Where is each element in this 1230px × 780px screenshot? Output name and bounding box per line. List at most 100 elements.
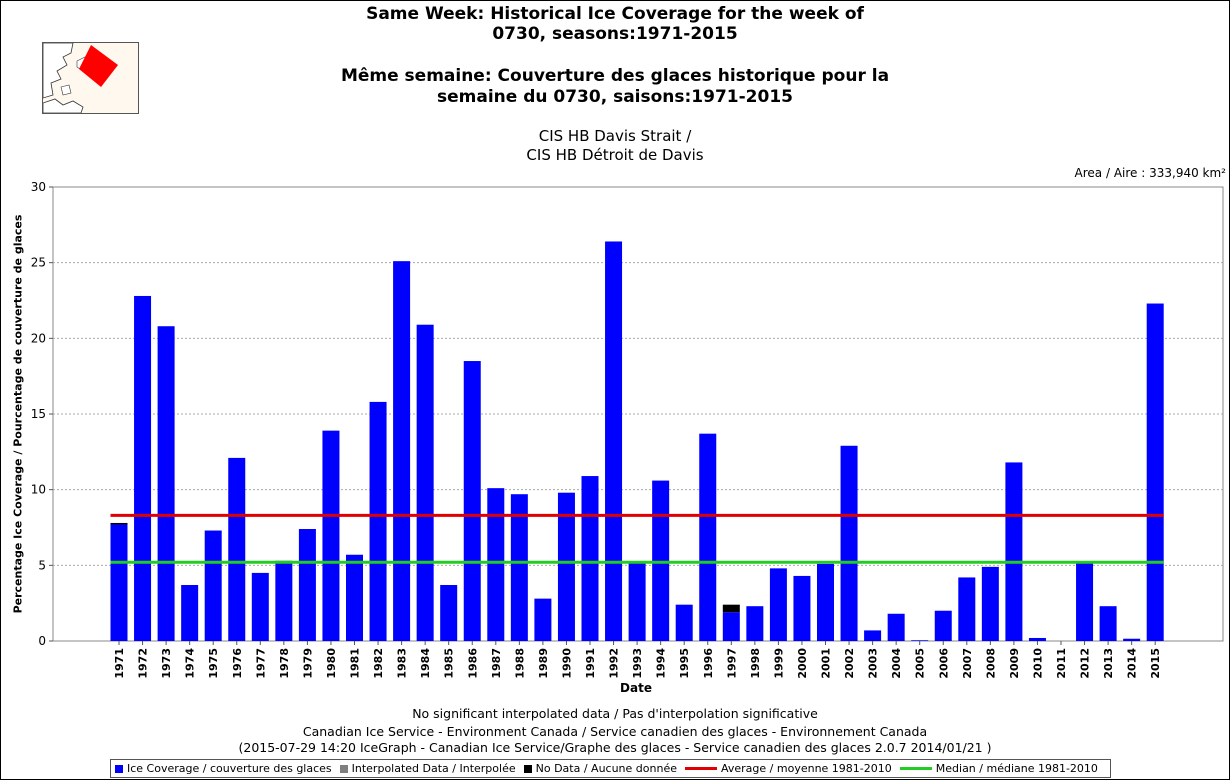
x-tick-label: 2002 xyxy=(843,648,856,679)
x-tick-label: 2007 xyxy=(961,648,974,679)
bar-ice xyxy=(887,613,905,641)
bar-ice xyxy=(157,326,175,641)
bar-ice xyxy=(864,630,882,641)
x-tick-label: 1996 xyxy=(702,648,715,679)
bar-chart: 0 5 10 15 20 25 30 1971 1972 1973 1974 1975 1976 1977… xyxy=(31,180,1224,695)
bar-ice xyxy=(722,612,740,641)
chart-title-en-line1: Same Week: Historical Ice Coverage for t… xyxy=(366,4,864,24)
x-tick-label: 2014 xyxy=(1126,648,1139,679)
legend-label-average: Average / moyenne 1981-2010 xyxy=(721,762,892,775)
chart-title-en-line2: 0730, seasons:1971-2015 xyxy=(492,24,738,44)
x-tick-label: 1993 xyxy=(631,648,644,679)
legend-item-average: Average / moyenne 1981-2010 xyxy=(685,762,892,775)
bar-ice xyxy=(581,476,599,641)
legend-swatch-median xyxy=(899,767,932,770)
footer-source: Canadian Ice Service - Environment Canad… xyxy=(302,724,928,739)
legend-label-ice: Ice Coverage / couverture des glaces xyxy=(127,762,332,775)
chart-title-fr-line1: Même semaine: Couverture des glaces hist… xyxy=(340,66,890,86)
x-tick-label: 1973 xyxy=(160,648,173,679)
x-tick-label: 1988 xyxy=(513,648,526,679)
x-tick-label: 2000 xyxy=(796,648,809,679)
y-tick-label: 30 xyxy=(31,180,46,194)
y-tick-label: 15 xyxy=(31,407,46,421)
x-tick-label: 1992 xyxy=(608,648,621,679)
x-tick-label: 2013 xyxy=(1102,648,1115,679)
bar-ice xyxy=(1123,638,1141,641)
bar-ice xyxy=(675,604,693,641)
x-tick-label: 1981 xyxy=(349,648,362,679)
y-tick-label: 0 xyxy=(38,634,46,648)
x-tick-label: 2010 xyxy=(1031,648,1044,679)
legend-label-interpolated: Interpolated Data / Interpolée xyxy=(351,762,516,775)
bar-ice xyxy=(981,566,999,641)
x-tick-label: 1991 xyxy=(584,648,597,679)
chart-legend: Ice Coverage / couverture des glaces Int… xyxy=(110,759,1111,778)
x-tick-label: 1984 xyxy=(419,648,432,679)
bar-ice xyxy=(298,529,316,641)
bar-ice xyxy=(1146,303,1164,641)
bar-ice xyxy=(369,401,387,641)
legend-swatch-average xyxy=(685,767,717,770)
y-tick-label: 10 xyxy=(31,483,46,497)
bar-ice xyxy=(769,568,787,641)
x-tick-label: 1979 xyxy=(301,648,314,679)
bar-ice xyxy=(204,530,222,641)
x-tick-label: 2008 xyxy=(984,648,997,679)
legend-item-ice: Ice Coverage / couverture des glaces xyxy=(115,762,332,775)
bar-ice xyxy=(440,585,458,641)
region-name-fr: CIS HB Détroit de Davis xyxy=(526,146,704,164)
footer-interpolation-note: No significant interpolated data / Pas d… xyxy=(412,706,818,721)
x-tick-label: 2003 xyxy=(867,648,880,679)
x-tick-label: 2004 xyxy=(890,648,903,679)
bar-ice xyxy=(934,610,952,641)
x-tick-label: 2012 xyxy=(1079,648,1092,679)
legend-item-interpolated: Interpolated Data / Interpolée xyxy=(339,762,516,775)
bar-ice xyxy=(911,640,929,641)
x-tick-label: 1994 xyxy=(655,648,668,679)
x-tick-label: 2006 xyxy=(937,648,950,679)
bar-ice xyxy=(228,457,246,641)
x-tick-label: 1985 xyxy=(443,648,456,679)
y-tick-label: 20 xyxy=(31,331,46,345)
x-tick-label: 2015 xyxy=(1149,648,1162,679)
x-tick-label: 1976 xyxy=(231,648,244,679)
x-tick-label: 1980 xyxy=(325,648,338,679)
bar-nodata xyxy=(722,604,740,613)
bar-ice xyxy=(958,577,976,641)
bar-ice xyxy=(746,606,764,641)
bar-ice xyxy=(393,261,411,641)
bar-nodata xyxy=(110,522,128,525)
x-tick-label: 2001 xyxy=(820,648,833,679)
x-tick-label: 1975 xyxy=(207,648,220,679)
legend-item-nodata: No Data / Aucune donnée xyxy=(523,762,677,775)
footer-generated: (2015-07-29 14:20 IceGraph - Canadian Ic… xyxy=(238,740,992,755)
x-tick-label: 1989 xyxy=(537,648,550,679)
x-tick-label: 1978 xyxy=(278,648,291,679)
bar-ice xyxy=(416,324,434,641)
x-tick-label: 1971 xyxy=(113,648,126,679)
region-name-en: CIS HB Davis Strait / xyxy=(538,127,692,145)
bar-ice xyxy=(251,572,269,641)
region-map-thumbnail xyxy=(42,42,139,114)
legend-label-median: Median / médiane 1981-2010 xyxy=(935,762,1098,775)
bar-ice xyxy=(1005,462,1023,641)
x-tick-label: 1997 xyxy=(725,648,738,679)
x-tick-label: 1982 xyxy=(372,648,385,679)
bar-ice xyxy=(793,575,811,641)
x-tick-label: 1977 xyxy=(254,648,267,679)
bar-ice xyxy=(557,492,575,641)
x-tick-label: 2009 xyxy=(1008,648,1021,679)
legend-swatch-nodata xyxy=(523,764,532,773)
y-tick-label: 5 xyxy=(38,558,46,572)
chart-title-fr-line2: semaine du 0730, saisons:1971-2015 xyxy=(436,87,793,107)
bar-ice xyxy=(1028,637,1046,641)
x-tick-label: 1974 xyxy=(184,648,197,679)
x-tick-label: 2005 xyxy=(914,648,927,679)
bar-ice xyxy=(699,433,717,641)
bar-ice xyxy=(487,488,505,641)
bar-ice xyxy=(346,554,363,641)
bar-ice xyxy=(181,585,199,641)
legend-swatch-interpolated xyxy=(339,764,348,773)
bar-ice xyxy=(605,241,623,642)
x-axis-label: Date xyxy=(620,681,652,695)
